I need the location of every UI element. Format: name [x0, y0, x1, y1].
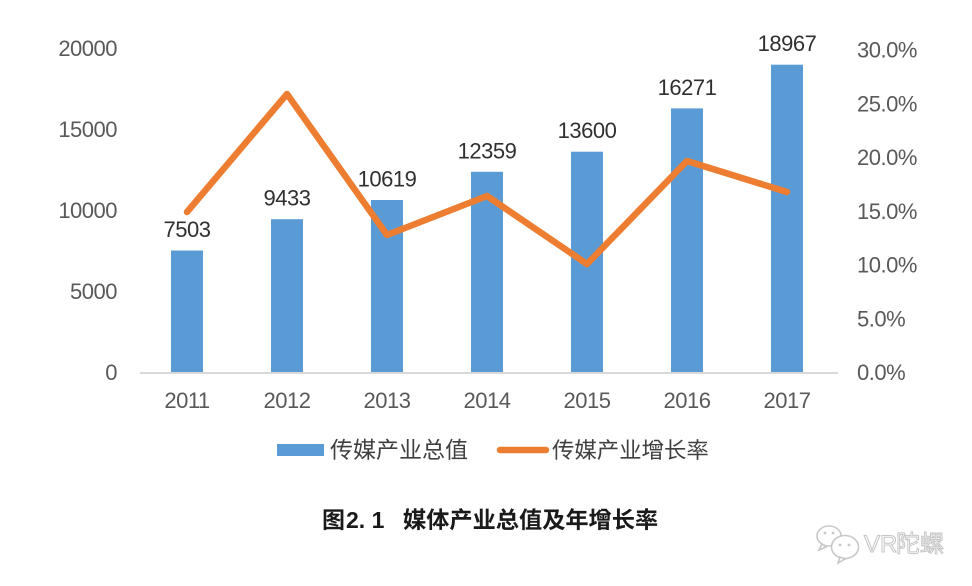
svg-text:25.0%: 25.0%	[857, 91, 917, 116]
svg-text:2014: 2014	[464, 388, 511, 413]
svg-text:0: 0	[105, 360, 117, 385]
svg-text:2. 1: 2. 1	[346, 507, 385, 533]
svg-text:13600: 13600	[558, 118, 617, 143]
svg-text:2011: 2011	[164, 388, 210, 413]
svg-text:VR: VR	[864, 531, 897, 558]
svg-text:18967: 18967	[758, 31, 817, 56]
svg-text:9433: 9433	[264, 186, 311, 211]
svg-text:12359: 12359	[458, 138, 517, 163]
svg-text:15000: 15000	[58, 117, 117, 142]
svg-text:30.0%: 30.0%	[857, 38, 917, 63]
svg-text:10619: 10619	[358, 166, 417, 191]
svg-text:2016: 2016	[664, 388, 711, 413]
svg-text:2015: 2015	[564, 388, 611, 413]
svg-text:0.0%: 0.0%	[857, 360, 905, 385]
svg-text:20000: 20000	[58, 36, 117, 61]
svg-text:5.0%: 5.0%	[857, 306, 905, 331]
svg-text:10000: 10000	[58, 198, 117, 223]
svg-text:20.0%: 20.0%	[857, 145, 917, 170]
svg-text:7503: 7503	[164, 217, 211, 242]
svg-text:2013: 2013	[364, 388, 411, 413]
svg-text:15.0%: 15.0%	[857, 199, 917, 224]
svg-text:5000: 5000	[70, 279, 117, 304]
svg-text:2012: 2012	[264, 388, 311, 413]
svg-text:10.0%: 10.0%	[857, 253, 917, 278]
svg-text:16271: 16271	[658, 75, 717, 100]
svg-text:2017: 2017	[764, 388, 811, 413]
